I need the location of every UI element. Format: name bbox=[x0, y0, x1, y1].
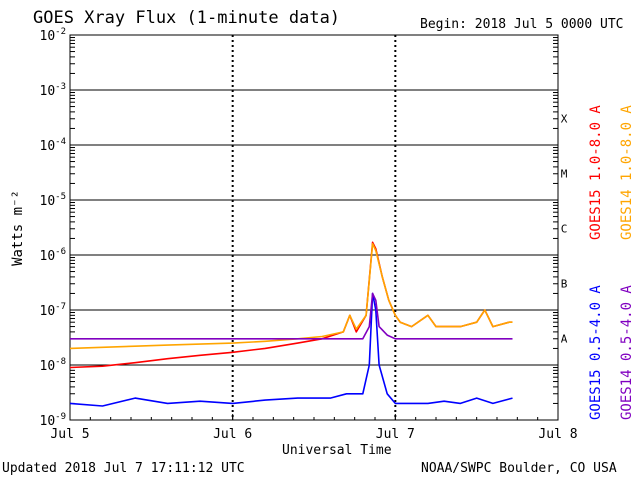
y-tick-label: 10-6 bbox=[40, 247, 67, 264]
legend-entry: GOES14 1.0-8.0 A bbox=[619, 105, 635, 240]
x-tick-label: Jul 8 bbox=[538, 427, 577, 442]
series-line bbox=[70, 292, 513, 340]
y-axis-label: Watts m⁻² bbox=[10, 190, 26, 266]
legend-entry: GOES15 0.5-4.0 A bbox=[588, 285, 604, 420]
flare-class-label: X bbox=[561, 113, 568, 126]
y-tick-label: 10-4 bbox=[40, 137, 67, 154]
series-line bbox=[69, 243, 513, 350]
y-tick-label: 10-5 bbox=[40, 192, 67, 209]
y-tick-label: 10-9 bbox=[40, 412, 67, 429]
label-layer: 10-9 10-8 10-7 10-6 10-5 10-4 10-3 10-2 Jul 5 Jul… bbox=[10, 27, 578, 442]
flare-class-label: A bbox=[561, 333, 568, 346]
y-tick-label: 10-8 bbox=[40, 357, 67, 374]
y-tick-label: 10-3 bbox=[40, 82, 67, 99]
x-tick-label: Jul 6 bbox=[213, 427, 252, 442]
series-layer bbox=[69, 241, 513, 407]
x-tick-label: Jul 5 bbox=[50, 427, 89, 442]
y-tick-label: 10-2 bbox=[40, 27, 67, 44]
flare-class-label: M bbox=[561, 168, 568, 181]
flare-class-label: C bbox=[561, 223, 568, 236]
updated-timestamp: Updated 2018 Jul 7 17:11:12 UTC bbox=[2, 461, 245, 476]
x-axis-label: Universal Time bbox=[282, 443, 392, 458]
flare-class-label: B bbox=[561, 278, 568, 291]
legend-layer: GOES15 1.0-8.0 A GOES14 1.0-8.0 A GOES15 0… bbox=[588, 105, 635, 420]
legend-entry: GOES15 1.0-8.0 A bbox=[588, 105, 604, 240]
begin-time: Begin: 2018 Jul 5 0000 UTC bbox=[420, 17, 624, 32]
grid-layer bbox=[70, 35, 558, 420]
legend-entry: GOES14 0.5-4.0 A bbox=[619, 285, 635, 420]
credit-text: NOAA/SWPC Boulder, CO USA bbox=[421, 461, 617, 476]
series-line bbox=[69, 292, 513, 407]
series-line bbox=[69, 241, 513, 369]
chart-title: GOES Xray Flux (1-minute data) bbox=[33, 8, 341, 28]
tick-layer bbox=[69, 37, 559, 420]
y-tick-label: 10-7 bbox=[40, 302, 67, 319]
x-tick-label: Jul 7 bbox=[376, 427, 415, 442]
